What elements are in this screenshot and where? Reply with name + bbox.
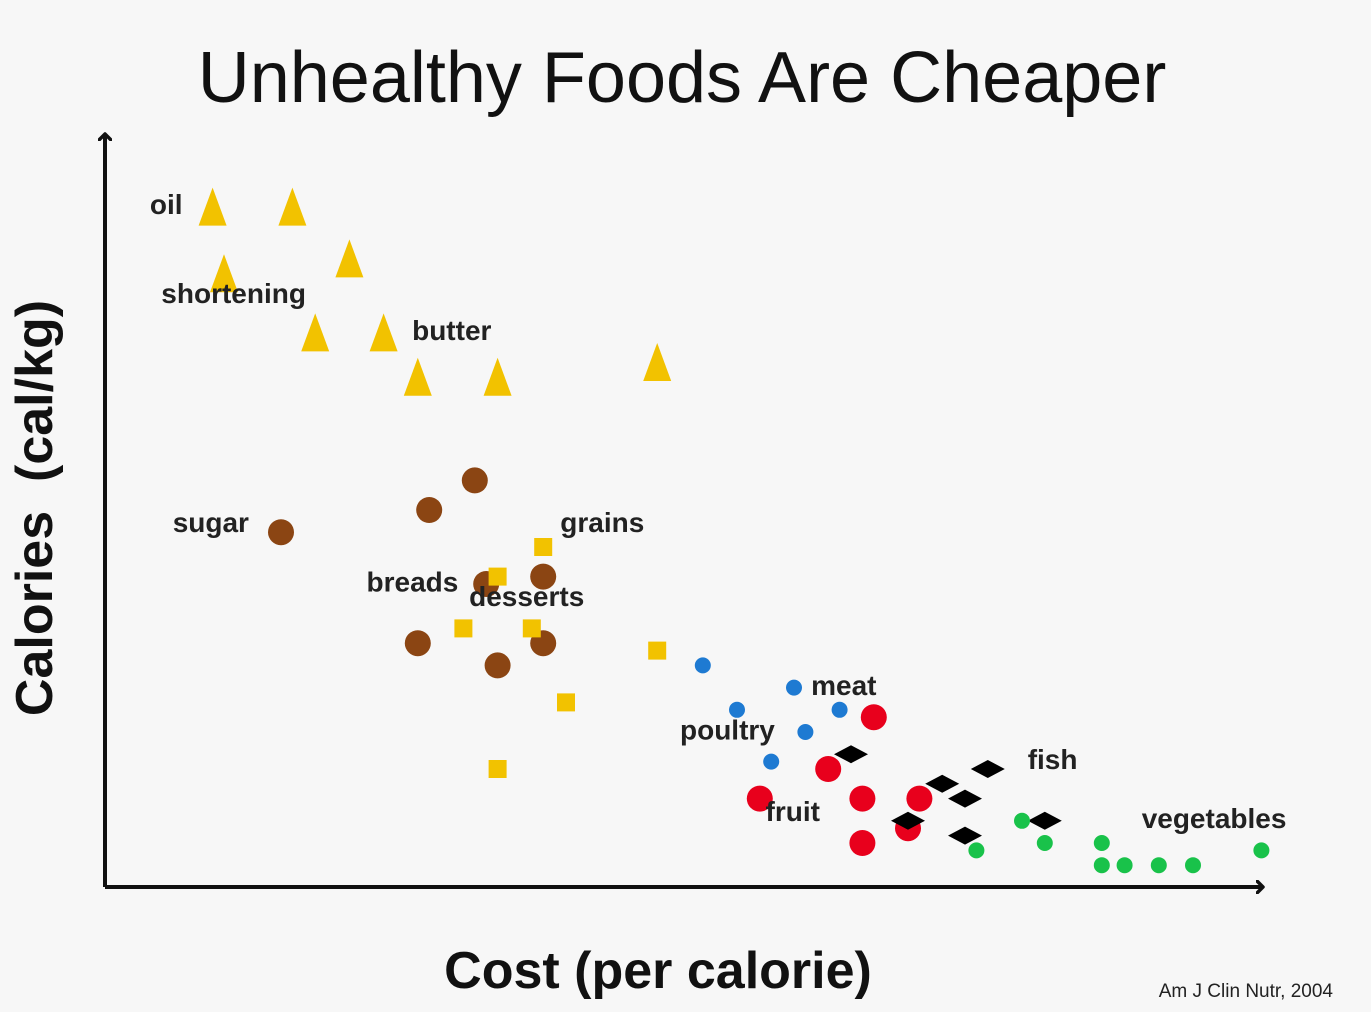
category-label-oil: oil [150,189,183,220]
data-point-triangle-0-6 [403,357,432,396]
data-point-circle-small-6-7 [1185,857,1201,874]
data-point-square-2-2 [454,619,473,638]
data-point-circle-small-3-5 [831,701,848,718]
category-label-shortening: shortening [161,278,306,309]
data-point-circle-1-0 [268,519,294,546]
data-point-diamond-5-3 [970,760,1005,778]
data-point-circle-small-6-8 [1253,842,1270,859]
data-point-circle-4-1 [815,756,842,782]
data-point-square-2-0 [534,538,553,556]
data-point-circle-small-6-1 [1036,835,1053,851]
category-labels: oil shortening butter sugar grains breads dess… [150,189,1287,834]
data-point-triangle-0-2 [210,254,238,293]
source-citation: Am J Clin Nutr, 2004 [1159,981,1334,1002]
data-point-square-2-1 [488,567,507,586]
data-point-square-2-5 [557,693,575,712]
category-label-poultry: poultry [680,714,775,745]
data-point-circle-small-6-5 [1116,857,1133,874]
data-point-triangle-0-0 [198,187,227,226]
data-point-circle-1-4 [530,563,557,590]
data-point-circle-small-3-2 [729,701,745,718]
data-point-triangle-0-7 [483,357,512,396]
chart-title: Unhealthy Foods Are Cheaper [198,38,1167,118]
data-point-circle-1-2 [461,467,488,494]
category-label-meat: meat [811,670,876,701]
category-label-grains: grains [560,507,644,538]
category-label-butter: butter [412,315,491,346]
data-point-circle-small-3-4 [763,753,780,770]
data-point-diamond-5-1 [925,774,960,793]
data-point-triangle-0-5 [369,313,398,352]
data-point-circle-1-6 [484,652,511,679]
category-label-vegetables: vegetables [1142,803,1287,834]
data-point-circle-small-3-3 [797,724,814,740]
data-point-diamond-5-5 [1027,811,1062,830]
data-point-circle-small-6-4 [1093,857,1110,874]
data-point-circle-4-0 [860,704,887,731]
category-label-sugar: sugar [173,507,249,538]
data-point-diamond-5-0 [834,745,868,764]
data-points [198,187,1270,874]
data-point-diamond-5-6 [948,826,982,845]
data-point-square-2-6 [488,760,507,778]
data-point-circle-4-2 [746,785,773,812]
category-label-fruit: fruit [766,796,820,827]
data-point-circle-small-6-2 [968,842,985,859]
data-point-circle-1-1 [416,497,443,523]
data-point-circle-small-3-0 [694,657,711,674]
data-point-circle-1-5 [404,630,431,657]
data-point-triangle-0-4 [301,313,330,352]
data-point-circle-4-6 [849,830,876,856]
data-point-triangle-0-8 [643,343,672,381]
category-label-breads: breads [367,566,459,597]
data-point-circle-small-3-1 [786,679,802,696]
data-point-diamond-5-4 [891,811,925,830]
data-point-triangle-0-1 [278,187,307,226]
data-point-circle-small-6-3 [1093,835,1110,851]
data-point-circle-small-6-6 [1150,857,1167,874]
category-label-desserts: desserts [469,581,584,612]
data-point-square-2-4 [648,641,667,660]
data-point-circle-4-3 [849,785,876,812]
data-point-square-2-3 [522,619,541,638]
data-point-diamond-5-2 [948,789,982,808]
data-point-circle-small-6-0 [1014,812,1030,829]
x-axis-label: Cost (per calorie) [444,942,872,1000]
category-label-fish: fish [1028,744,1078,775]
data-point-triangle-0-3 [335,239,364,278]
data-point-circle-4-4 [906,785,933,812]
y-axis-label: Calories (cal/kg) [6,300,64,716]
